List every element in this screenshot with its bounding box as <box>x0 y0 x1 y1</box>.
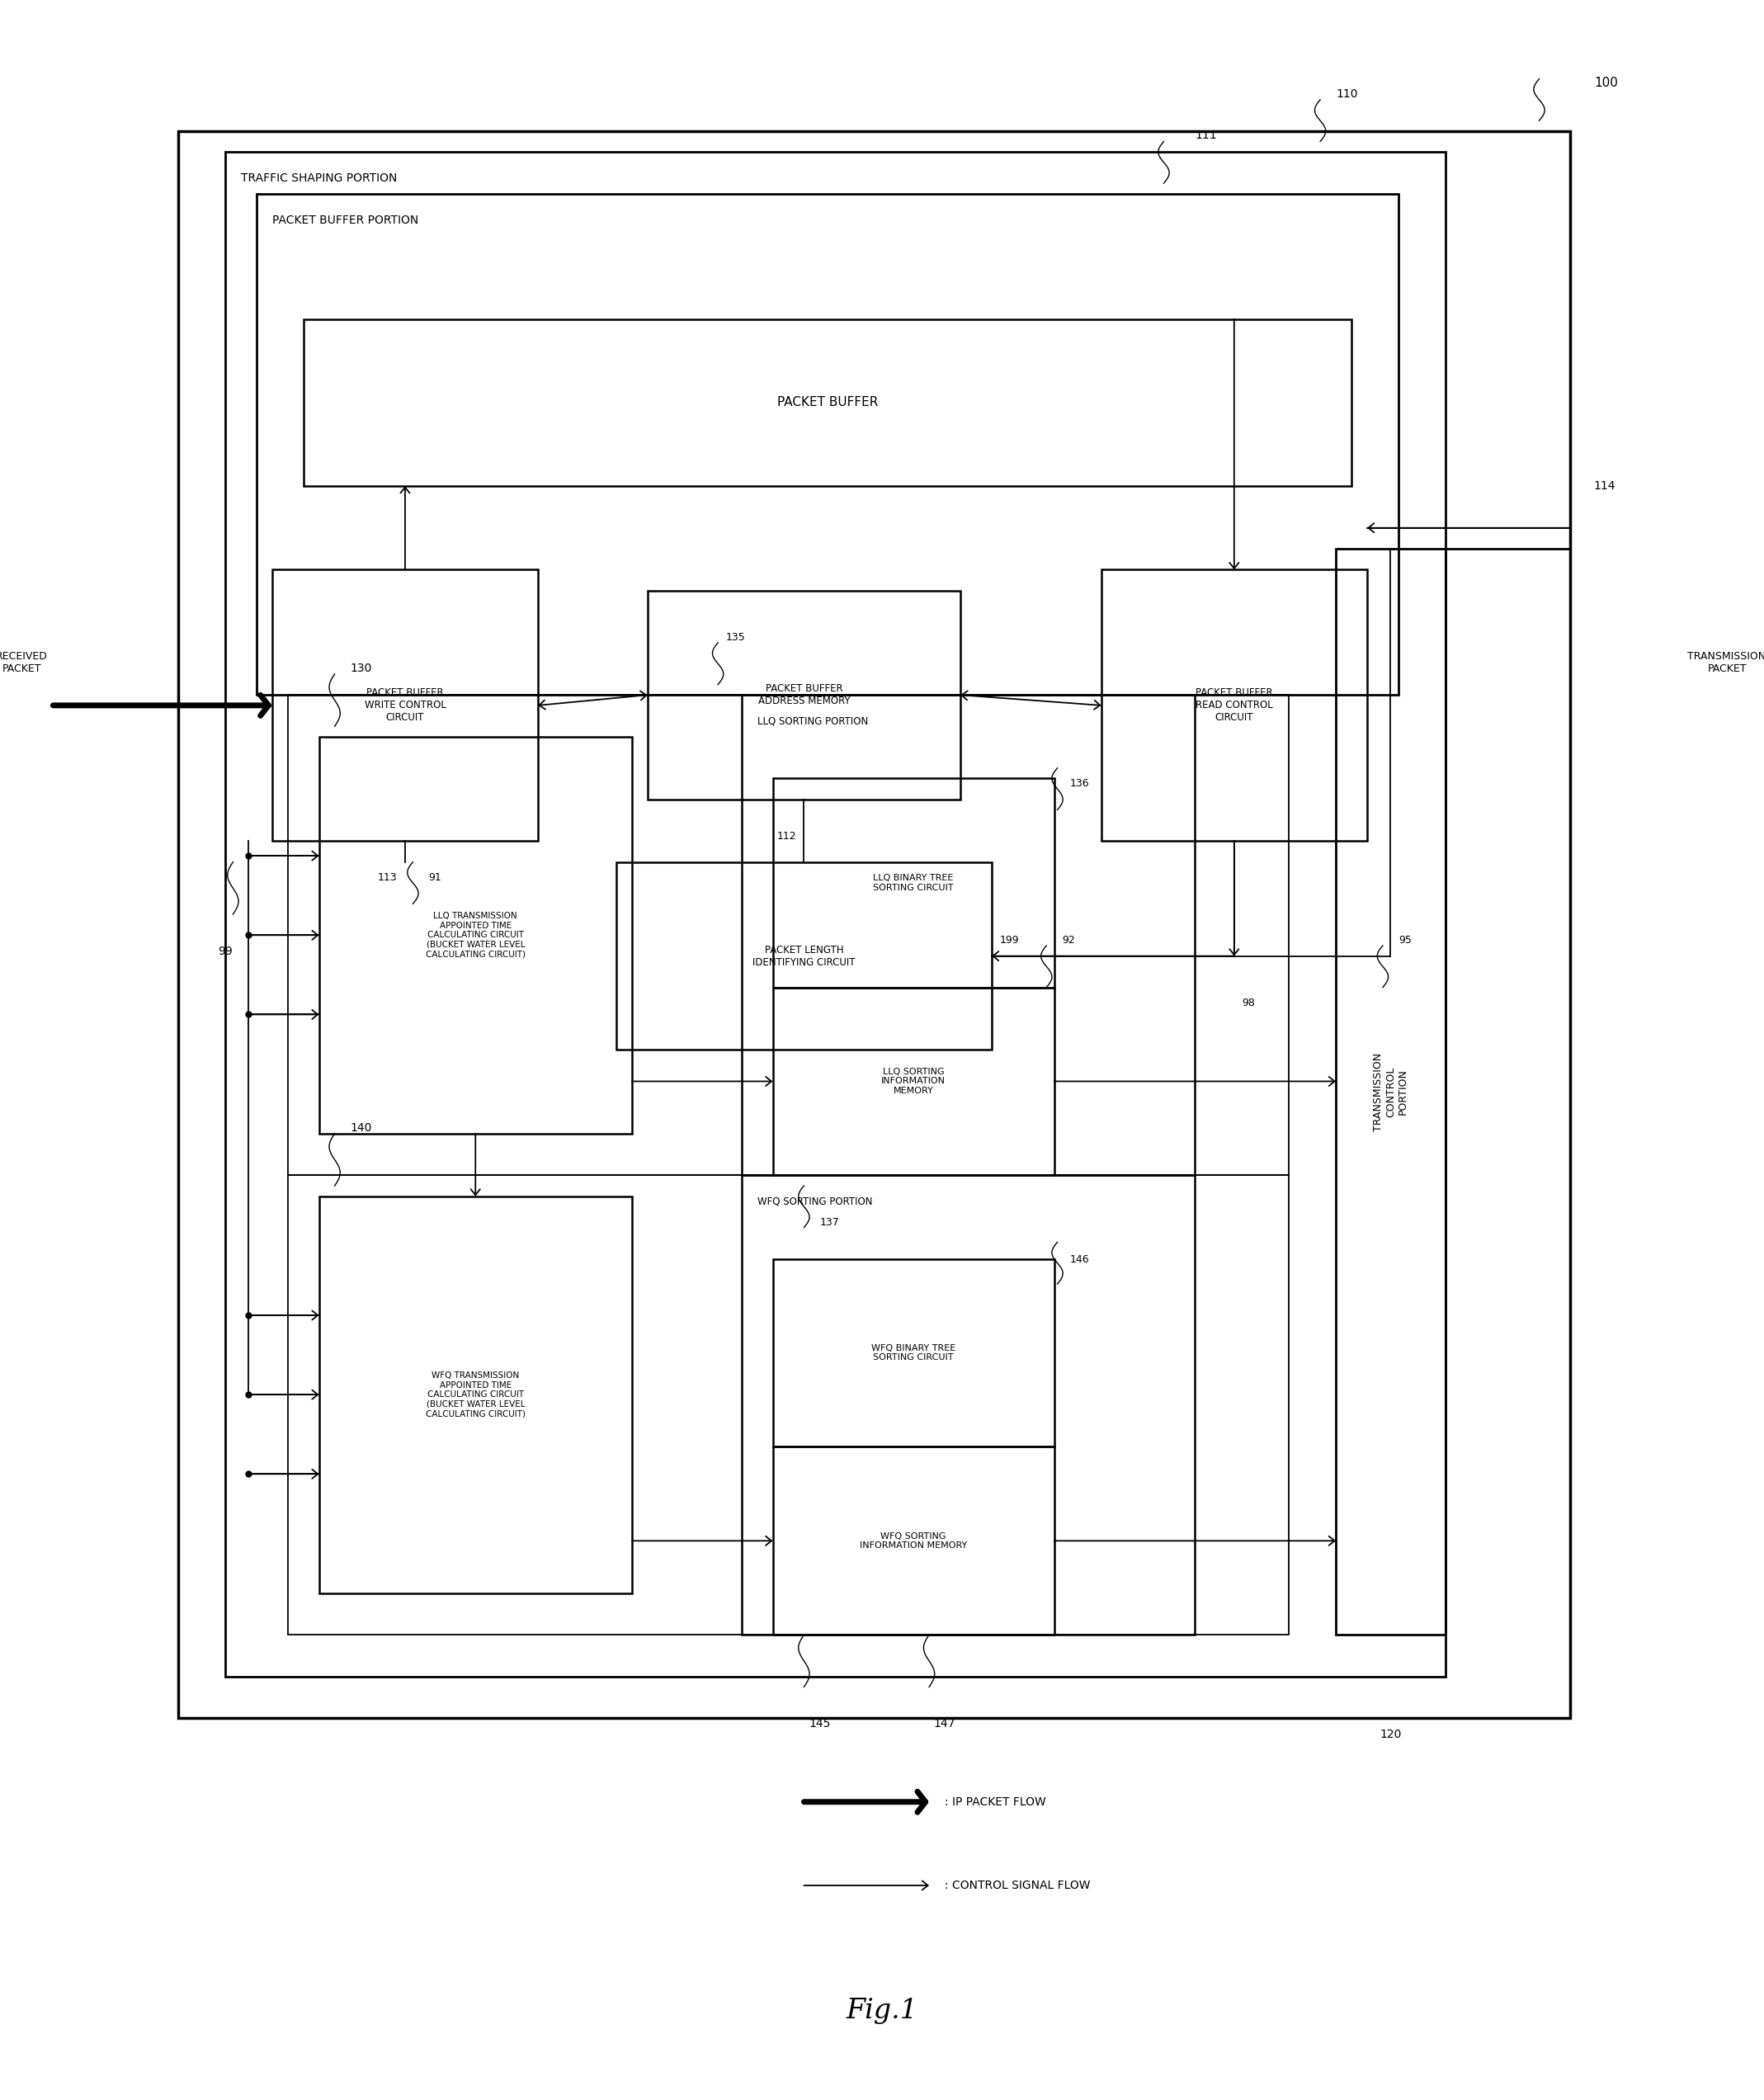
Text: WFQ TRANSMISSION
APPOINTED TIME
CALCULATING CIRCUIT
(BUCKET WATER LEVEL
CALCULAT: WFQ TRANSMISSION APPOINTED TIME CALCULAT… <box>425 1371 526 1418</box>
Text: : CONTROL SIGNAL FLOW: : CONTROL SIGNAL FLOW <box>946 1880 1090 1892</box>
Text: LLQ SORTING
INFORMATION
MEMORY: LLQ SORTING INFORMATION MEMORY <box>882 1067 946 1094</box>
Text: 147: 147 <box>933 1718 956 1730</box>
Text: Fig.1: Fig.1 <box>847 1997 917 2024</box>
Text: LLQ BINARY TREE
SORTING CIRCUIT: LLQ BINARY TREE SORTING CIRCUIT <box>873 874 954 892</box>
Text: LLQ TRANSMISSION
APPOINTED TIME
CALCULATING CIRCUIT
(BUCKET WATER LEVEL
CALCULAT: LLQ TRANSMISSION APPOINTED TIME CALCULAT… <box>425 911 526 958</box>
Text: TRANSMISSION
CONTROL
PORTION: TRANSMISSION CONTROL PORTION <box>1372 1052 1408 1132</box>
Text: 111: 111 <box>1194 130 1217 141</box>
Text: PACKET BUFFER
READ CONTROL
CIRCUIT: PACKET BUFFER READ CONTROL CIRCUIT <box>1196 687 1274 722</box>
Text: PACKET BUFFER
ADDRESS MEMORY: PACKET BUFFER ADDRESS MEMORY <box>759 682 850 706</box>
Bar <box>288 1176 1289 1634</box>
Bar <box>1101 569 1367 842</box>
Bar <box>741 695 1194 1176</box>
Bar <box>773 779 1055 987</box>
Text: 112: 112 <box>776 832 796 842</box>
Bar <box>741 1176 1194 1634</box>
Text: 114: 114 <box>1595 481 1616 491</box>
Text: TRANSMISSION
PACKET: TRANSMISSION PACKET <box>1688 651 1764 674</box>
Text: WFQ BINARY TREE
SORTING CIRCUIT: WFQ BINARY TREE SORTING CIRCUIT <box>871 1344 956 1361</box>
Text: 99: 99 <box>217 945 233 958</box>
Text: 110: 110 <box>1335 88 1358 99</box>
Bar <box>226 151 1445 1676</box>
Text: 146: 146 <box>1071 1254 1090 1264</box>
Bar <box>773 987 1055 1176</box>
Text: 95: 95 <box>1399 935 1411 945</box>
Text: 135: 135 <box>725 632 746 643</box>
Text: 91: 91 <box>429 872 441 884</box>
Text: 199: 199 <box>1000 935 1020 945</box>
Text: PACKET LENGTH
IDENTIFYING CIRCUIT: PACKET LENGTH IDENTIFYING CIRCUIT <box>753 945 856 968</box>
Text: 113: 113 <box>377 872 397 884</box>
Text: WFQ SORTING
INFORMATION MEMORY: WFQ SORTING INFORMATION MEMORY <box>859 1531 967 1550</box>
Bar <box>303 319 1351 485</box>
Bar <box>272 569 538 842</box>
Text: RECEIVED
PACKET: RECEIVED PACKET <box>0 651 48 674</box>
Bar <box>773 1447 1055 1634</box>
Text: 100: 100 <box>1595 78 1618 90</box>
Bar <box>1335 548 1445 1634</box>
Text: PACKET BUFFER PORTION: PACKET BUFFER PORTION <box>272 214 418 227</box>
Bar <box>773 1258 1055 1447</box>
Bar <box>616 861 991 1050</box>
Bar <box>178 130 1570 1718</box>
Text: 136: 136 <box>1071 779 1090 790</box>
Text: 92: 92 <box>1062 935 1074 945</box>
Bar <box>647 590 960 800</box>
Bar <box>319 1197 632 1594</box>
Text: PACKET BUFFER
WRITE CONTROL
CIRCUIT: PACKET BUFFER WRITE CONTROL CIRCUIT <box>365 687 446 722</box>
Text: WFQ SORTING PORTION: WFQ SORTING PORTION <box>757 1197 871 1207</box>
Bar <box>288 695 1289 1176</box>
Text: 140: 140 <box>351 1121 372 1134</box>
Text: 98: 98 <box>1242 998 1254 1008</box>
Text: TRAFFIC SHAPING PORTION: TRAFFIC SHAPING PORTION <box>242 172 397 185</box>
Text: 145: 145 <box>808 1718 831 1730</box>
Bar <box>256 193 1399 695</box>
Text: : IP PACKET FLOW: : IP PACKET FLOW <box>946 1796 1046 1808</box>
Text: PACKET BUFFER: PACKET BUFFER <box>776 397 878 410</box>
Bar <box>319 737 632 1134</box>
Text: 130: 130 <box>351 662 372 674</box>
Text: 120: 120 <box>1379 1728 1401 1741</box>
Text: 137: 137 <box>820 1218 840 1228</box>
Text: LLQ SORTING PORTION: LLQ SORTING PORTION <box>757 716 868 727</box>
